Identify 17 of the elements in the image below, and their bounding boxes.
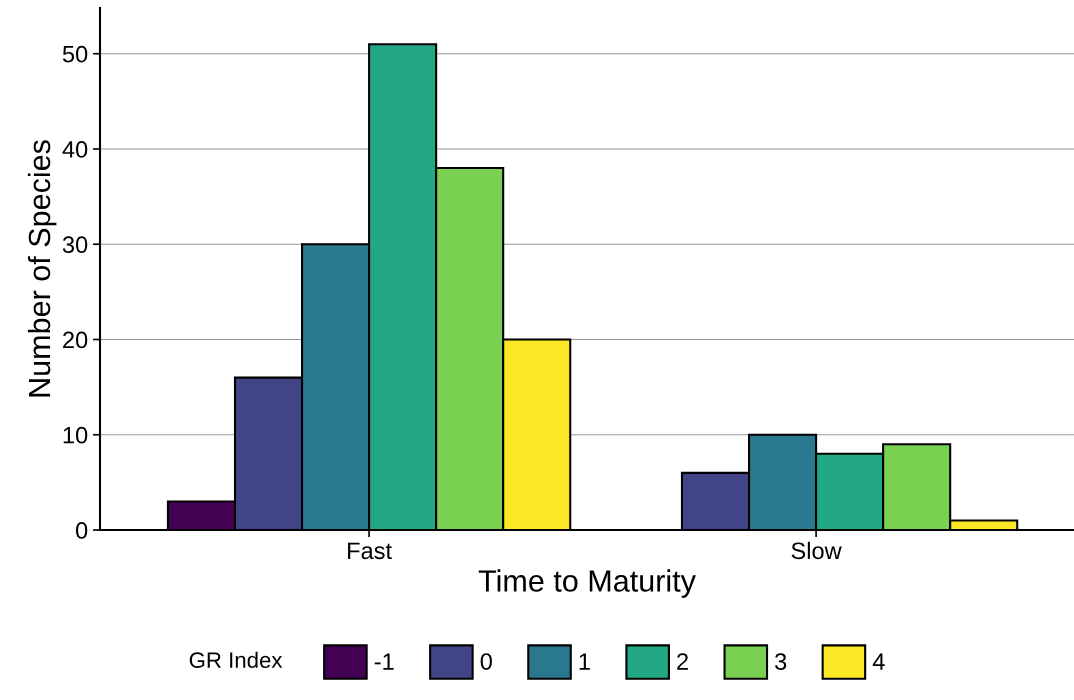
- legend-label: -1: [374, 653, 394, 670]
- legend-label: 2: [677, 653, 688, 670]
- y-tick-label: 30: [62, 236, 88, 254]
- y-tick-label: 0: [75, 522, 88, 539]
- y-axis-title: Number of Species: [27, 140, 57, 397]
- y-tick-label: 20: [63, 331, 88, 349]
- legend-title: GR Index: [189, 651, 283, 669]
- y-tick-label: 40: [62, 141, 88, 158]
- x-tick-label: Slow: [791, 541, 842, 560]
- legend-label: 4: [872, 653, 885, 670]
- x-axis-title: Time to Maturity: [478, 569, 696, 598]
- y-tick-label: 50: [62, 45, 88, 63]
- x-tick-label: Fast: [348, 542, 392, 560]
- legend-label: 3: [775, 653, 787, 670]
- legend-label: 1: [579, 653, 590, 670]
- y-tick-label: 10: [63, 426, 88, 444]
- legend-label: 0: [480, 653, 492, 670]
